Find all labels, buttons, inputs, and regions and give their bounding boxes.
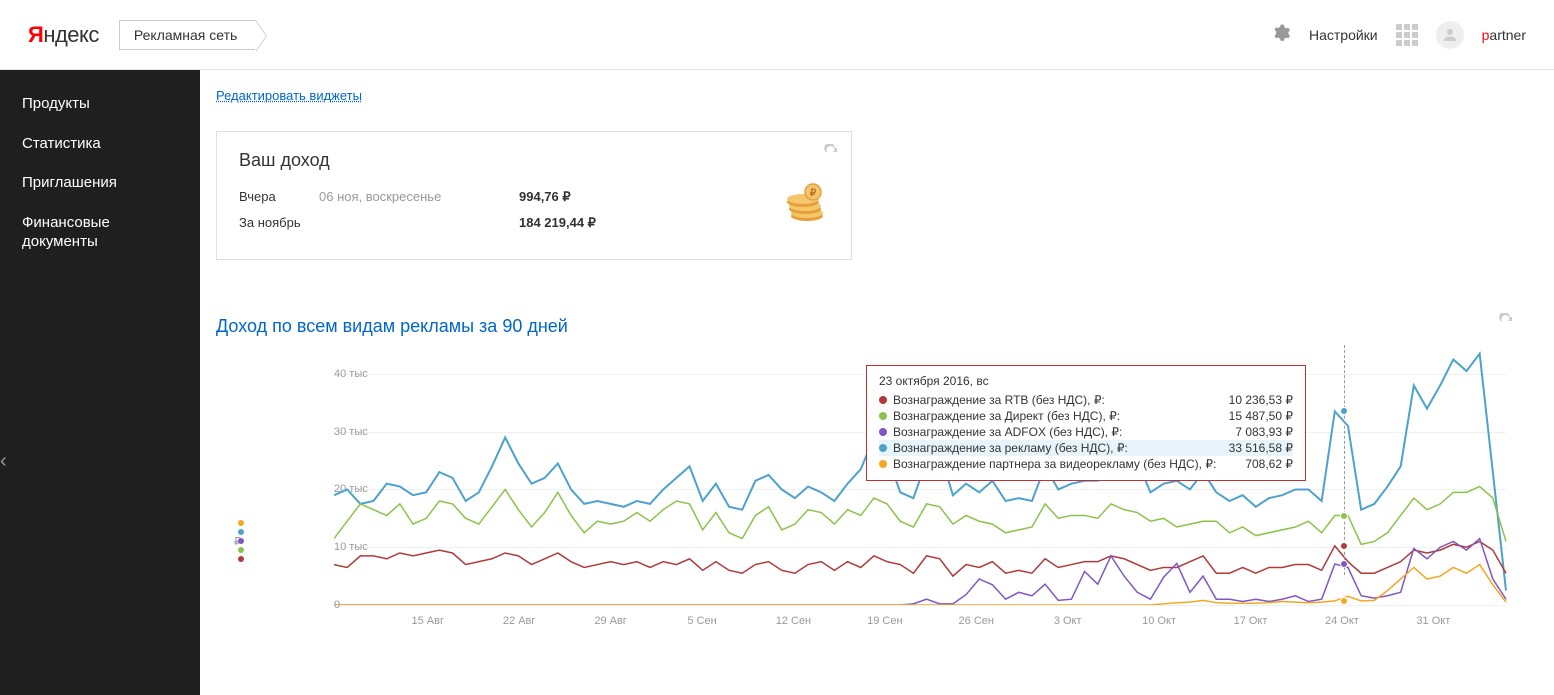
sidebar-collapse-icon[interactable]: ‹ <box>0 450 7 473</box>
x-tick-label: 22 Авг <box>503 615 535 627</box>
x-tick-label: 10 Окт <box>1142 615 1176 627</box>
income-card-title: Ваш доход <box>239 150 829 171</box>
income-row-yesterday: Вчера 06 ноя, воскресенье 994,76 ₽ <box>239 189 829 205</box>
tooltip-row: Вознаграждение за рекламу (без НДС), ₽:3… <box>879 440 1293 456</box>
yandex-logo[interactable]: Яндекс <box>28 22 99 48</box>
legend-dots <box>238 520 244 562</box>
main-content: Редактировать виджеты Ваш доход Вчера 06… <box>200 70 1554 695</box>
settings-link[interactable]: Настройки <box>1309 27 1378 43</box>
x-tick-label: 26 Сен <box>959 615 994 627</box>
chart-title-link[interactable]: Доход по всем видам рекламы за 90 дней <box>216 316 568 337</box>
service-breadcrumb[interactable]: Рекламная сеть <box>119 20 256 50</box>
x-tick-label: 29 Авг <box>594 615 626 627</box>
hover-guideline <box>1344 345 1345 575</box>
tooltip-row: Вознаграждение за RTB (без НДС), ₽:10 23… <box>879 392 1293 408</box>
header-bar: Яндекс Рекламная сеть Настройки partner <box>0 0 1554 70</box>
x-axis: 15 Авг 22 Авг 29 Авг 5 Сен 12 Сен 19 Сен 26 Се… <box>264 615 1506 629</box>
income-row-label: За ноябрь <box>239 215 319 230</box>
sidebar-item-invitations[interactable]: Приглашения <box>0 163 200 203</box>
x-tick-label: 31 Окт <box>1416 615 1450 627</box>
coins-icon: ₽ <box>783 182 827 229</box>
sidebar: Продукты Статистика Приглашения Финансов… <box>0 70 200 695</box>
apps-grid-icon[interactable] <box>1396 24 1418 46</box>
hover-point <box>1340 407 1348 415</box>
income-row-value: 994,76 ₽ <box>519 189 571 205</box>
income-chart: ₽ 010 тыс20 тыс30 тыс40 тыс 15 Авг22 Авг… <box>216 345 1506 635</box>
gear-icon[interactable] <box>1271 23 1291 46</box>
x-tick-label: 3 Окт <box>1054 615 1082 627</box>
tooltip-row: Вознаграждение за Директ (без НДС), ₽:15… <box>879 408 1293 424</box>
x-tick-label: 17 Окт <box>1234 615 1268 627</box>
x-tick-label: 12 Сен <box>776 615 811 627</box>
x-tick-label: 5 Сен <box>687 615 716 627</box>
sidebar-item-products[interactable]: Продукты <box>0 84 200 124</box>
x-tick-label: 24 Окт <box>1325 615 1359 627</box>
x-tick-label: 19 Сен <box>867 615 902 627</box>
avatar-icon[interactable] <box>1436 21 1464 49</box>
hover-point <box>1340 597 1348 605</box>
edit-widgets-link[interactable]: Редактировать виджеты <box>216 88 362 103</box>
tooltip-date: 23 октября 2016, вс <box>879 374 1293 388</box>
refresh-icon[interactable] <box>823 144 839 163</box>
sidebar-item-statistics[interactable]: Статистика <box>0 124 200 164</box>
chart-tooltip: 23 октября 2016, вс Вознаграждение за RT… <box>866 365 1306 481</box>
income-row-label: Вчера <box>239 189 319 204</box>
income-card: Ваш доход Вчера 06 ноя, воскресенье 994,… <box>216 131 852 260</box>
tooltip-row: Вознаграждение партнера за видеорекламу … <box>879 456 1293 472</box>
hover-point <box>1340 542 1348 550</box>
income-row-month: За ноябрь 184 219,44 ₽ <box>239 215 829 231</box>
hover-point <box>1340 560 1348 568</box>
income-row-value: 184 219,44 ₽ <box>519 215 596 231</box>
refresh-icon[interactable] <box>1498 313 1514 332</box>
income-row-date: 06 ноя, воскресенье <box>319 189 519 204</box>
svg-text:₽: ₽ <box>810 188 817 199</box>
tooltip-row: Вознаграждение за ADFOX (без НДС), ₽:7 0… <box>879 424 1293 440</box>
username-label[interactable]: partner <box>1482 27 1526 43</box>
hover-point <box>1340 512 1348 520</box>
x-tick-label: 15 Авг <box>412 615 444 627</box>
sidebar-item-documents[interactable]: Финансовые документы <box>0 203 200 262</box>
